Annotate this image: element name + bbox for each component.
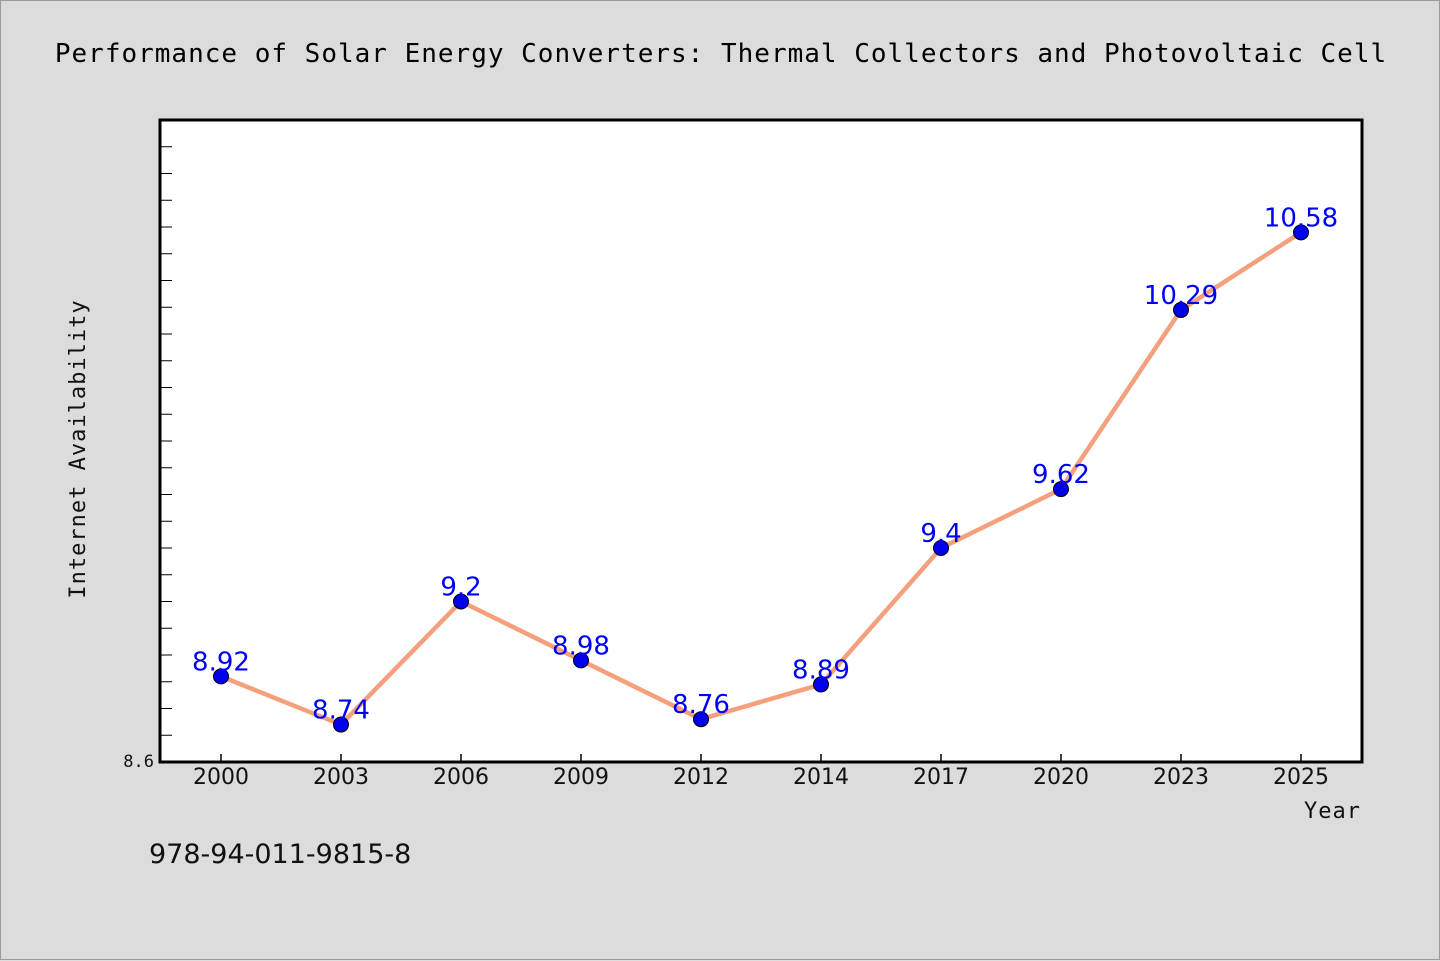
x-tick-label: 2025	[1273, 765, 1329, 790]
data-label: 10.29	[1144, 281, 1218, 311]
x-tick-label: 2014	[793, 765, 849, 790]
y-tick-label: 8.6	[123, 752, 154, 772]
x-axis-title: Year	[1304, 799, 1361, 824]
marker-layer	[213, 224, 1309, 733]
y-axis-ticks	[160, 146, 172, 736]
x-tick-label: 2009	[553, 765, 609, 790]
x-tick-label: 2006	[433, 765, 489, 790]
x-tick-label: 2020	[1033, 765, 1089, 790]
x-tick-label: 2003	[313, 765, 369, 790]
data-point	[1053, 481, 1069, 498]
data-point	[1293, 224, 1309, 241]
data-label: 8.74	[312, 696, 370, 726]
data-point	[573, 652, 589, 669]
data-label: 9.2	[440, 573, 481, 603]
x-tick-label: 2000	[193, 765, 249, 790]
chart-title: Performance of Solar Energy Converters: …	[55, 39, 1387, 69]
isbn-caption: 978-94-011-9815-8	[149, 839, 411, 870]
x-axis-ticks: 2000 2003 2006 2009 2012 2014 2017 2020 2023 2025	[193, 754, 1329, 790]
data-point	[693, 711, 709, 728]
data-label: 8.89	[792, 655, 850, 685]
data-label: 8.98	[552, 631, 610, 661]
data-label: 9.4	[920, 519, 961, 549]
data-label: 10.58	[1264, 203, 1338, 233]
y-axis-title: Internet Availability	[66, 299, 91, 598]
data-label: 9.62	[1032, 460, 1090, 490]
series-line	[218, 230, 1304, 727]
data-label: 8.76	[672, 690, 730, 720]
data-point	[1173, 301, 1189, 318]
x-tick-label: 2017	[913, 765, 969, 790]
data-point	[333, 716, 349, 733]
x-tick-label: 2012	[673, 765, 729, 790]
data-point	[933, 540, 949, 556]
data-label-layer: 8.92 8.74 9.2 8.98 8.76 8.89 9.4 9.62 10.29 10.58	[192, 203, 1338, 725]
data-point	[813, 676, 829, 693]
series-layer	[218, 230, 1304, 727]
plot-area	[158, 118, 1364, 764]
data-label: 8.92	[192, 647, 250, 677]
data-point	[213, 668, 229, 685]
data-point	[453, 593, 469, 610]
x-tick-label: 2023	[1153, 765, 1209, 790]
